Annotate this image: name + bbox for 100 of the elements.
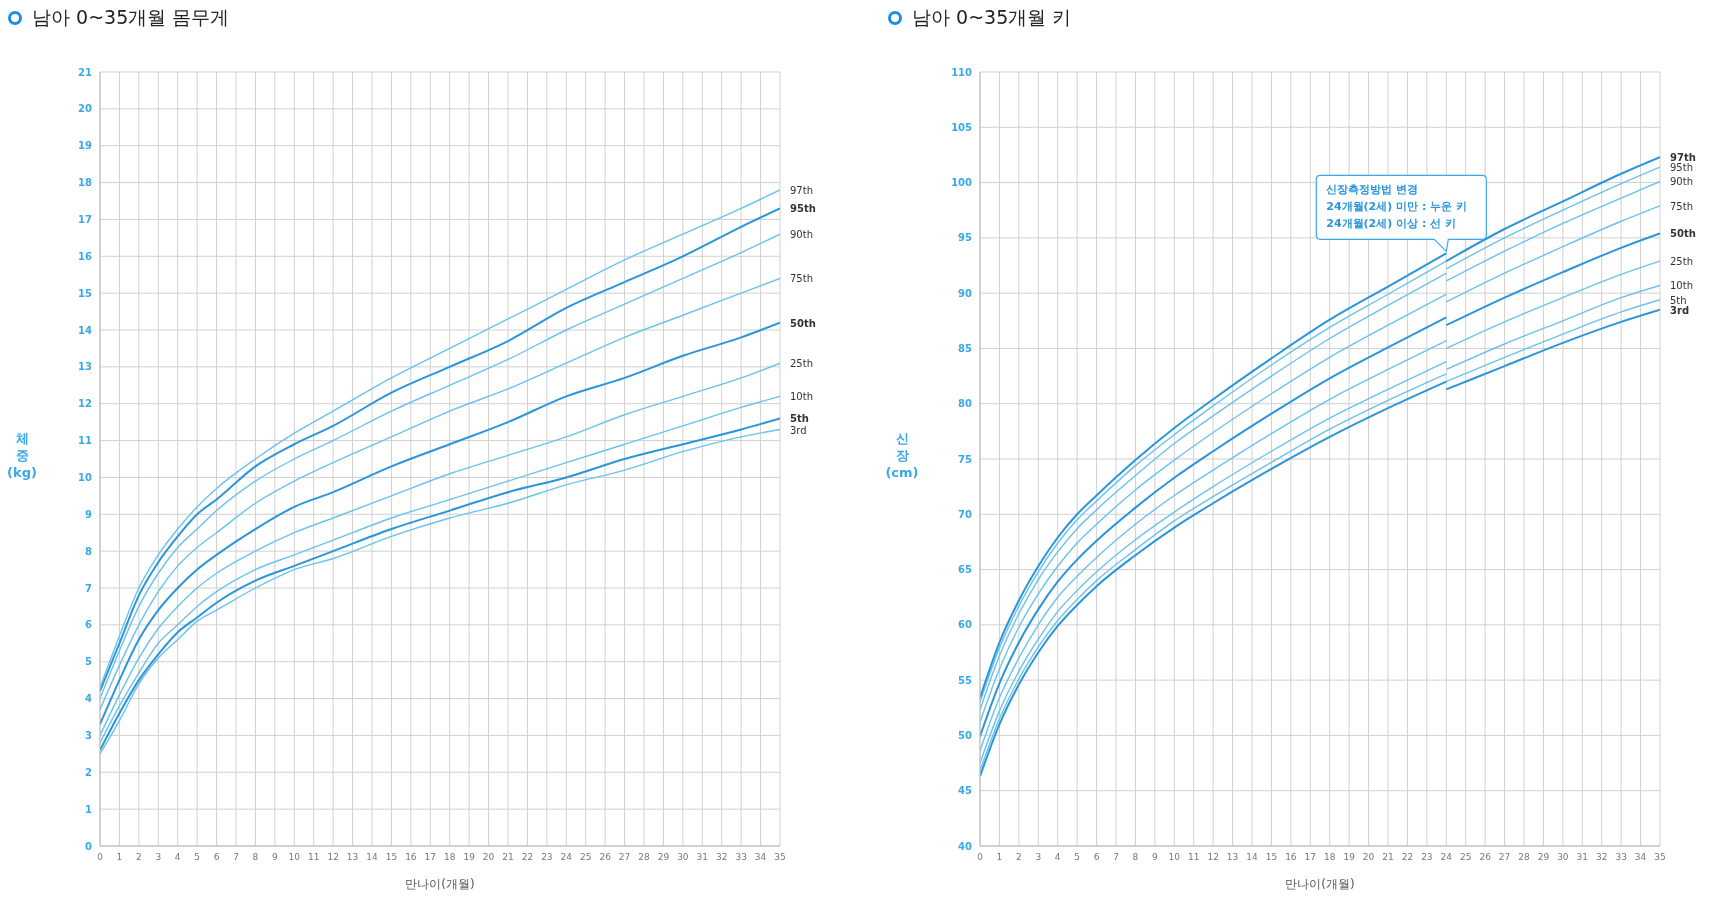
y-tick-label: 8 [85, 545, 93, 557]
y-tick-label: 40 [958, 840, 973, 852]
chart-title: 남아 0~35개월 몸무게 [32, 5, 230, 30]
x-tick-label: 16 [1285, 852, 1297, 863]
y-tick-label: 20 [78, 103, 93, 115]
x-tick-label: 6 [1093, 852, 1100, 863]
x-tick-label: 24 [1440, 852, 1453, 863]
series-label: 5th [790, 413, 809, 425]
series-label: 90th [790, 229, 813, 241]
x-tick-label: 35 [774, 852, 786, 863]
y-tick-label: 4 [85, 693, 93, 705]
y-axis-title: 신장 (cm) [885, 431, 919, 480]
y-tick-label: 14 [78, 324, 93, 336]
y-tick-label: 65 [958, 564, 973, 576]
series-label: 3rd [790, 424, 807, 436]
x-tick-label: 23 [1421, 852, 1433, 863]
x-tick-label: 31 [1576, 852, 1589, 863]
x-tick-label: 28 [638, 852, 650, 863]
series-label: 95th [1670, 162, 1693, 174]
series-label: 25th [790, 358, 813, 370]
x-tick-label: 29 [1537, 852, 1550, 863]
series-label: 75th [790, 273, 813, 285]
x-tick-label: 3 [155, 852, 162, 863]
x-tick-label: 5 [1074, 852, 1081, 863]
y-tick-label: 19 [78, 140, 93, 152]
x-tick-label: 10 [288, 852, 301, 863]
y-tick-label: 75 [958, 453, 973, 465]
x-tick-label: 15 [1265, 852, 1278, 863]
y-tick-label: 80 [958, 398, 973, 410]
x-tick-label: 4 [174, 852, 181, 863]
x-tick-label: 33 [735, 852, 747, 863]
x-tick-label: 24 [560, 852, 573, 863]
x-tick-label: 1 [116, 852, 123, 863]
series-label: 75th [1670, 200, 1693, 212]
x-tick-label: 11 [307, 852, 320, 863]
y-tick-label: 55 [958, 674, 973, 686]
x-tick-label: 14 [1246, 852, 1258, 863]
x-tick-label: 3 [1035, 852, 1042, 863]
x-tick-label: 21 [502, 852, 514, 863]
x-tick-label: 31 [696, 852, 709, 863]
x-tick-label: 19 [1343, 852, 1356, 863]
x-tick-label: 4 [1054, 852, 1061, 863]
x-tick-label: 8 [1132, 852, 1139, 863]
x-tick-label: 22 [521, 852, 534, 863]
y-tick-label: 105 [951, 121, 973, 133]
y-tick-label: 90 [958, 287, 973, 299]
x-tick-label: 12 [1207, 852, 1219, 863]
series-label: 10th [790, 391, 813, 403]
series-label: 90th [1670, 176, 1693, 188]
y-tick-label: 9 [85, 508, 93, 520]
annotation: 신장측정방법 변경 24개월(2세) 미만 : 누운 키 24개월(2세) 이상 : 선 키 [1326, 183, 1468, 231]
y-tick-label: 100 [951, 177, 973, 189]
y-tick-label: 95 [958, 232, 973, 244]
x-tick-label: 34 [754, 852, 767, 863]
x-tick-label: 19 [463, 852, 476, 863]
x-tick-label: 25 [1459, 852, 1472, 863]
series-label: 50th [1670, 228, 1696, 240]
chart-title: 남아 0~35개월 키 [912, 5, 1072, 30]
x-tick-label: 8 [252, 852, 259, 863]
x-tick-label: 10 [1168, 852, 1181, 863]
x-tick-label: 18 [1323, 852, 1336, 863]
y-tick-label: 110 [951, 66, 973, 78]
y-tick-label: 6 [85, 619, 93, 631]
x-tick-label: 28 [1518, 852, 1530, 863]
x-tick-label: 14 [366, 852, 378, 863]
y-tick-label: 60 [958, 619, 973, 631]
x-tick-label: 25 [579, 852, 592, 863]
y-tick-label: 16 [78, 250, 93, 262]
x-tick-label: 30 [1557, 852, 1569, 863]
y-tick-label: 18 [78, 177, 93, 189]
series-label: 95th [790, 203, 816, 215]
x-tick-label: 13 [346, 852, 359, 863]
x-tick-label: 12 [327, 852, 339, 863]
y-tick-label: 12 [78, 398, 93, 410]
x-tick-label: 17 [1304, 852, 1317, 863]
x-tick-label: 30 [677, 852, 689, 863]
x-tick-label: 33 [1615, 852, 1627, 863]
x-tick-label: 21 [1382, 852, 1394, 863]
y-tick-label: 0 [85, 840, 93, 852]
x-tick-label: 15 [385, 852, 398, 863]
series-label: 5th [1670, 294, 1687, 306]
x-tick-label: 20 [482, 852, 495, 863]
x-tick-label: 32 [715, 852, 728, 863]
x-tick-label: 2 [135, 852, 142, 863]
y-tick-label: 70 [958, 508, 973, 520]
y-axis-title: 체중 (kg) [7, 431, 37, 480]
x-tick-label: 6 [213, 852, 220, 863]
y-tick-label: 1 [85, 803, 93, 815]
x-tick-label: 32 [1595, 852, 1608, 863]
x-tick-label: 18 [443, 852, 456, 863]
x-tick-label: 22 [1401, 852, 1414, 863]
series-label: 25th [1670, 256, 1693, 268]
x-tick-label: 7 [233, 852, 239, 863]
x-tick-label: 29 [657, 852, 670, 863]
x-tick-label: 2 [1015, 852, 1022, 863]
series-label: 10th [1670, 280, 1693, 292]
y-tick-label: 85 [958, 342, 973, 354]
x-tick-label: 35 [1654, 852, 1666, 863]
y-tick-label: 45 [958, 785, 973, 797]
y-tick-label: 15 [78, 287, 93, 299]
